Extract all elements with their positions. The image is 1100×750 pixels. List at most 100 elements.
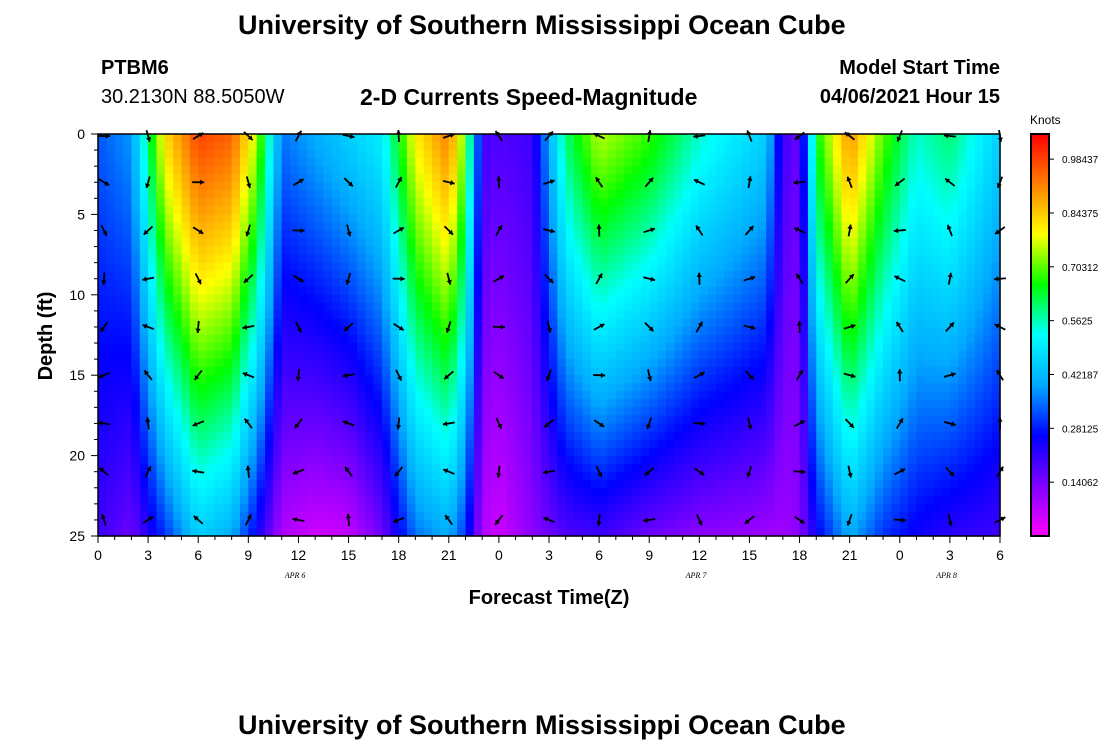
heatmap-cell	[281, 335, 291, 344]
heatmap-cell	[223, 447, 233, 457]
heatmap-cell	[331, 262, 341, 272]
heatmap-cell	[866, 343, 876, 352]
heatmap-cell	[181, 375, 191, 384]
heatmap-cell	[615, 294, 625, 304]
heatmap-cell	[415, 238, 425, 248]
heatmap-cell	[164, 479, 174, 489]
heatmap-cell	[98, 455, 107, 465]
heatmap-cell	[214, 278, 224, 288]
heatmap-cell	[707, 270, 717, 280]
heatmap-cell	[782, 318, 792, 328]
heatmap-cell	[941, 471, 951, 481]
heatmap-cell	[298, 447, 308, 457]
heatmap-cell	[607, 359, 617, 368]
heatmap-cell	[248, 407, 258, 416]
heatmap-cell	[231, 166, 241, 175]
heatmap-cell	[239, 479, 249, 489]
heatmap-cell	[448, 431, 458, 441]
heatmap-cell	[807, 310, 817, 320]
heatmap-cell	[908, 335, 918, 344]
heatmap-cell	[490, 158, 500, 167]
heatmap-cell	[941, 431, 951, 441]
heatmap-cell	[649, 134, 659, 143]
heatmap-cell	[507, 134, 517, 143]
heatmap-cell	[699, 383, 709, 392]
heatmap-cell	[557, 190, 567, 199]
heatmap-cell	[699, 254, 709, 264]
heatmap-cell	[523, 407, 533, 416]
heatmap-cell	[298, 174, 308, 183]
heatmap-cell	[123, 463, 133, 473]
heatmap-cell	[206, 447, 216, 457]
heatmap-cell	[665, 471, 675, 481]
heatmap-cell	[858, 286, 867, 296]
heatmap-cell	[114, 238, 124, 248]
heatmap-cell	[432, 463, 442, 473]
heatmap-cell	[156, 190, 166, 199]
heatmap-cell	[983, 447, 993, 457]
heatmap-cell	[599, 455, 609, 465]
heatmap-cell	[849, 407, 859, 416]
heatmap-cell	[156, 415, 166, 425]
heatmap-cell	[365, 294, 375, 304]
heatmap-cell	[574, 238, 584, 248]
heatmap-cell	[899, 375, 909, 384]
heatmap-cell	[958, 471, 968, 481]
heatmap-cell	[198, 134, 208, 143]
heatmap-cell	[924, 310, 934, 320]
heatmap-cell	[549, 190, 558, 199]
heatmap-cell	[365, 262, 375, 272]
heatmap-cell	[949, 423, 959, 433]
heatmap-cell	[173, 351, 183, 360]
heatmap-cell	[757, 455, 767, 465]
heatmap-cell	[114, 214, 124, 224]
heatmap-cell	[448, 286, 458, 296]
heatmap-cell	[941, 375, 951, 384]
heatmap-cell	[139, 206, 149, 215]
heatmap-cell	[173, 431, 183, 441]
heatmap-cell	[582, 150, 592, 159]
heatmap-cell	[214, 134, 224, 143]
heatmap-cell	[690, 471, 700, 481]
heatmap-cell	[966, 254, 976, 264]
heatmap-cell	[774, 206, 784, 215]
heatmap-cell	[139, 351, 149, 360]
heatmap-cell	[106, 302, 116, 312]
heatmap-cell	[866, 310, 876, 320]
heatmap-cell	[398, 238, 408, 248]
heatmap-cell	[348, 198, 358, 207]
heatmap-cell	[749, 351, 759, 360]
heatmap-cell	[665, 351, 675, 360]
heatmap-cell	[599, 302, 609, 312]
heatmap-cell	[515, 326, 525, 336]
heatmap-cell	[281, 487, 291, 497]
heatmap-cell	[958, 423, 968, 433]
heatmap-cell	[883, 214, 893, 224]
heatmap-cell	[640, 439, 650, 449]
heatmap-cell	[415, 407, 425, 416]
heatmap-cell	[949, 399, 959, 408]
heatmap-cell	[507, 206, 517, 215]
heatmap-cell	[473, 351, 483, 360]
heatmap-cell	[256, 479, 266, 489]
heatmap-cell	[749, 359, 759, 368]
heatmap-cell	[273, 318, 283, 328]
heatmap-cell	[440, 150, 450, 159]
heatmap-cell	[674, 375, 684, 384]
heatmap-cell	[306, 182, 316, 191]
heatmap-cell	[356, 375, 366, 384]
heatmap-cell	[908, 214, 918, 224]
heatmap-cell	[482, 230, 492, 240]
heatmap-cell	[599, 238, 609, 248]
heatmap-cell	[774, 407, 784, 416]
heatmap-cell	[306, 270, 316, 280]
heatmap-cell	[883, 399, 893, 408]
heatmap-cell	[807, 463, 817, 473]
heatmap-cell	[482, 222, 492, 232]
heatmap-cell	[407, 343, 416, 352]
heatmap-cell	[148, 367, 158, 376]
heatmap-cell	[899, 391, 909, 400]
heatmap-cell	[791, 487, 801, 497]
heatmap-cell	[858, 158, 867, 167]
heatmap-cell	[189, 471, 199, 481]
